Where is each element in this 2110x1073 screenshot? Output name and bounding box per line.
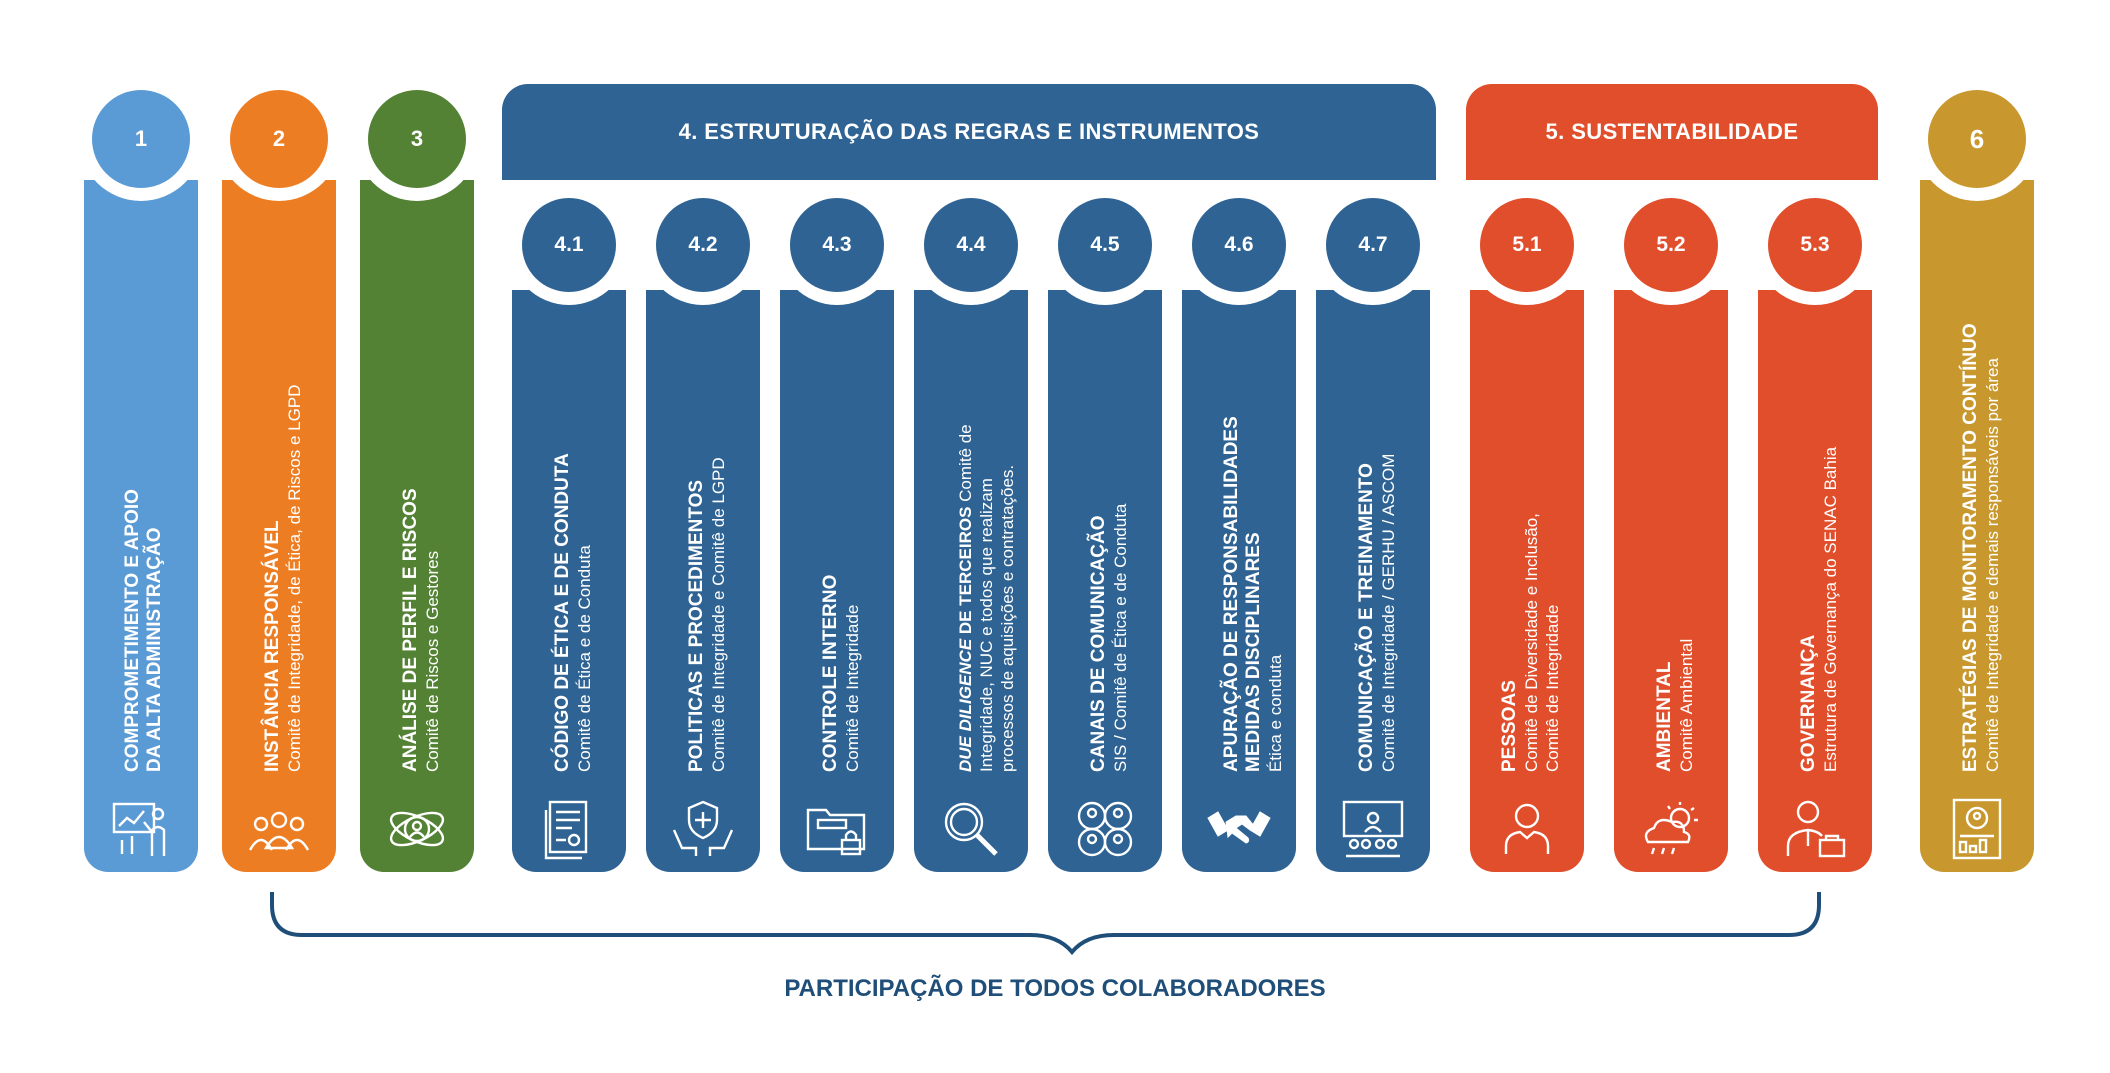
item-5-3-column: GOVERNANÇA Estrutura de Governança do SE… <box>1758 290 1872 872</box>
pillar-3-number: 3 <box>368 90 466 188</box>
pillar-6-number: 6 <box>1928 90 2026 188</box>
training-icon <box>1340 796 1406 862</box>
pillar-3-column: ANÁLISE DE PERFIL E RISCOS Comitê de Ris… <box>360 180 474 872</box>
item-4-1-number: 4.1 <box>522 198 616 292</box>
item-4-2-column: POLITICAS E PROCEDIMENTOS Comitê de Inte… <box>646 290 760 872</box>
item-5-1-column: PESSOAS Comitê de Diversidade e Inclusão… <box>1470 290 1584 872</box>
presentation-icon <box>108 796 174 862</box>
monitoring-report-icon <box>1944 796 2010 862</box>
item-4-6-column: APURAÇÃO DE RESPONSABILIDADES MEDIDAS DI… <box>1182 290 1296 872</box>
pillar-1-column: COMPROMETIMENTO E APOIO DA ALTA ADMINIST… <box>84 180 198 872</box>
locked-folder-icon <box>804 796 870 862</box>
item-5-2-column: AMBIENTAL Comitê Ambiental <box>1614 290 1728 872</box>
item-5-1-number: 5.1 <box>1480 198 1574 292</box>
magnifier-icon <box>938 796 1004 862</box>
pillar-1-number: 1 <box>92 90 190 188</box>
weather-icon <box>1638 796 1704 862</box>
team-icon <box>246 796 312 862</box>
shield-hands-icon <box>670 796 736 862</box>
risk-analysis-icon <box>384 796 450 862</box>
group-4-header: 4. ESTRUTURAÇÃO DAS REGRAS E INSTRUMENTO… <box>502 84 1436 180</box>
item-4-6-number: 4.6 <box>1192 198 1286 292</box>
item-4-5-number: 4.5 <box>1058 198 1152 292</box>
item-4-3-column: CONTROLE INTERNO Comitê de Integridade <box>780 290 894 872</box>
people-network-icon <box>1072 796 1138 862</box>
pillar-6-column: ESTRATÉGIAS DE MONITORAMENTO CONTÍNUO Co… <box>1920 180 2034 872</box>
item-4-3-number: 4.3 <box>790 198 884 292</box>
executive-icon <box>1782 796 1848 862</box>
item-5-3-number: 5.3 <box>1768 198 1862 292</box>
person-icon <box>1494 796 1560 862</box>
item-4-5-column: CANAIS DE COMUNICAÇÃO SIS / Comitê de Ét… <box>1048 290 1162 872</box>
footer-label: PARTICIPAÇÃO DE TODOS COLABORADORES <box>784 975 1326 1002</box>
group-4-title: 4. ESTRUTURAÇÃO DAS REGRAS E INSTRUMENTO… <box>678 119 1260 144</box>
item-5-2-number: 5.2 <box>1624 198 1718 292</box>
document-code-icon <box>536 796 602 862</box>
item-4-4-column: DUE DILIGENCE DE TERCEIROS Comitê de Int… <box>914 290 1028 872</box>
item-4-2-number: 4.2 <box>656 198 750 292</box>
item-4-1-column: CÓDIGO DE ÉTICA E DE CONDUTA Comitê de É… <box>512 290 626 872</box>
pillar-2-number: 2 <box>230 90 328 188</box>
pillar-2-column: INSTÂNCIA RESPONSÁVEL Comitê de Integrid… <box>222 180 336 872</box>
item-4-7-column: COMUNICAÇÃO E TREINAMENTO Comitê de Inte… <box>1316 290 1430 872</box>
handshake-icon <box>1206 796 1272 862</box>
item-4-7-number: 4.7 <box>1326 198 1420 292</box>
group-5-header: 5. SUSTENTABILIDADE <box>1466 84 1878 180</box>
group-5-title: 5. SUSTENTABILIDADE <box>1545 119 1799 144</box>
item-4-4-number: 4.4 <box>924 198 1018 292</box>
